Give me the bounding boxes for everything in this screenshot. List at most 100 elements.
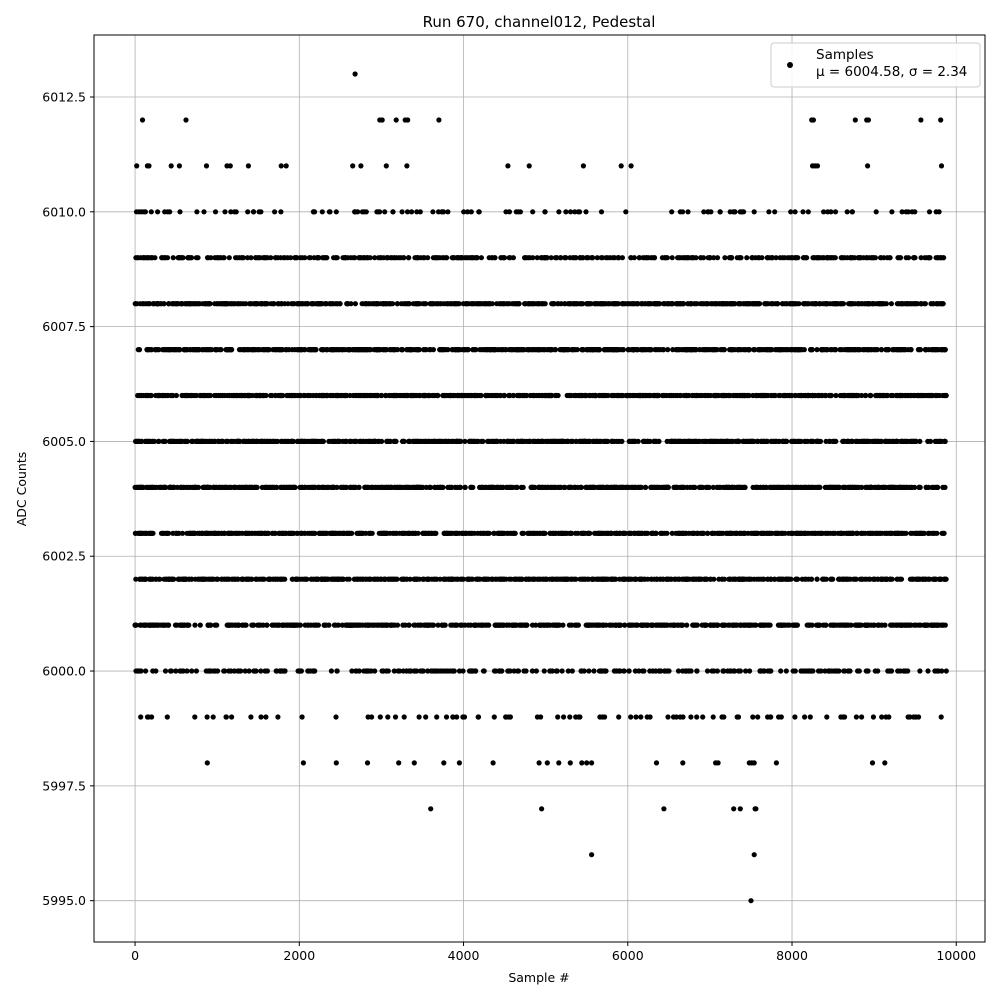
data-point xyxy=(743,485,748,490)
data-point xyxy=(781,577,786,582)
data-point xyxy=(389,577,394,582)
data-point xyxy=(655,577,660,582)
data-point xyxy=(864,623,869,628)
data-point xyxy=(700,714,705,719)
data-point xyxy=(632,531,637,536)
data-point xyxy=(532,439,537,444)
data-point xyxy=(875,668,880,673)
data-point xyxy=(369,714,374,719)
data-point xyxy=(898,393,903,398)
data-point xyxy=(240,485,245,490)
data-point xyxy=(454,347,459,352)
data-point xyxy=(194,668,199,673)
data-point xyxy=(189,577,194,582)
data-point xyxy=(292,347,297,352)
data-point xyxy=(366,623,371,628)
data-point xyxy=(915,393,920,398)
data-point xyxy=(846,668,851,673)
data-point xyxy=(895,668,900,673)
data-point xyxy=(588,393,593,398)
data-point xyxy=(913,714,918,719)
data-point xyxy=(340,393,345,398)
data-point xyxy=(236,531,241,536)
data-point xyxy=(779,714,784,719)
data-point xyxy=(280,393,285,398)
data-point xyxy=(461,577,466,582)
data-point xyxy=(143,668,148,673)
data-point xyxy=(752,347,757,352)
data-point xyxy=(506,668,511,673)
data-point xyxy=(426,393,431,398)
data-point xyxy=(195,439,200,444)
data-point xyxy=(349,668,354,673)
data-point xyxy=(133,531,138,536)
data-point xyxy=(759,668,764,673)
data-point xyxy=(406,668,411,673)
data-point xyxy=(369,668,374,673)
data-point xyxy=(472,531,477,536)
data-point xyxy=(236,439,241,444)
data-point xyxy=(686,531,691,536)
data-point xyxy=(360,577,365,582)
data-point xyxy=(440,485,445,490)
data-point xyxy=(680,485,685,490)
data-point xyxy=(659,531,664,536)
data-point xyxy=(424,577,429,582)
data-point xyxy=(934,439,939,444)
data-point xyxy=(314,577,319,582)
data-point xyxy=(546,485,551,490)
data-point xyxy=(769,393,774,398)
data-point xyxy=(136,668,141,673)
data-point xyxy=(784,668,789,673)
data-point xyxy=(275,577,280,582)
data-point xyxy=(594,439,599,444)
data-point xyxy=(838,714,843,719)
data-point xyxy=(476,714,481,719)
data-point xyxy=(602,577,607,582)
data-point xyxy=(601,393,606,398)
data-point xyxy=(530,577,535,582)
data-point xyxy=(492,485,497,490)
data-point xyxy=(815,577,820,582)
data-point xyxy=(198,623,203,628)
data-point xyxy=(586,668,591,673)
data-point xyxy=(678,714,683,719)
data-point xyxy=(940,485,945,490)
data-point xyxy=(460,714,465,719)
data-point xyxy=(699,531,704,536)
data-point xyxy=(347,439,352,444)
data-point xyxy=(408,577,413,582)
data-point xyxy=(473,347,478,352)
data-point xyxy=(334,393,339,398)
data-point xyxy=(867,531,872,536)
data-point xyxy=(146,393,151,398)
data-point xyxy=(508,714,513,719)
data-point xyxy=(516,393,521,398)
data-point xyxy=(201,485,206,490)
data-point xyxy=(477,485,482,490)
data-point xyxy=(917,668,922,673)
data-point xyxy=(842,485,847,490)
data-point xyxy=(891,485,896,490)
data-point xyxy=(633,668,638,673)
data-point xyxy=(233,485,238,490)
data-point xyxy=(267,577,272,582)
data-point xyxy=(614,485,619,490)
data-point xyxy=(618,393,623,398)
data-point xyxy=(379,485,384,490)
data-point xyxy=(343,439,348,444)
data-point xyxy=(405,485,410,490)
data-point xyxy=(402,714,407,719)
data-point xyxy=(813,531,818,536)
data-point xyxy=(503,714,508,719)
data-point xyxy=(855,668,860,673)
data-point xyxy=(744,623,749,628)
data-point xyxy=(247,393,252,398)
data-point xyxy=(920,531,925,536)
data-point xyxy=(175,485,180,490)
data-point xyxy=(650,623,655,628)
data-point xyxy=(444,714,449,719)
data-point xyxy=(741,439,746,444)
data-point xyxy=(711,485,716,490)
data-point xyxy=(250,531,255,536)
